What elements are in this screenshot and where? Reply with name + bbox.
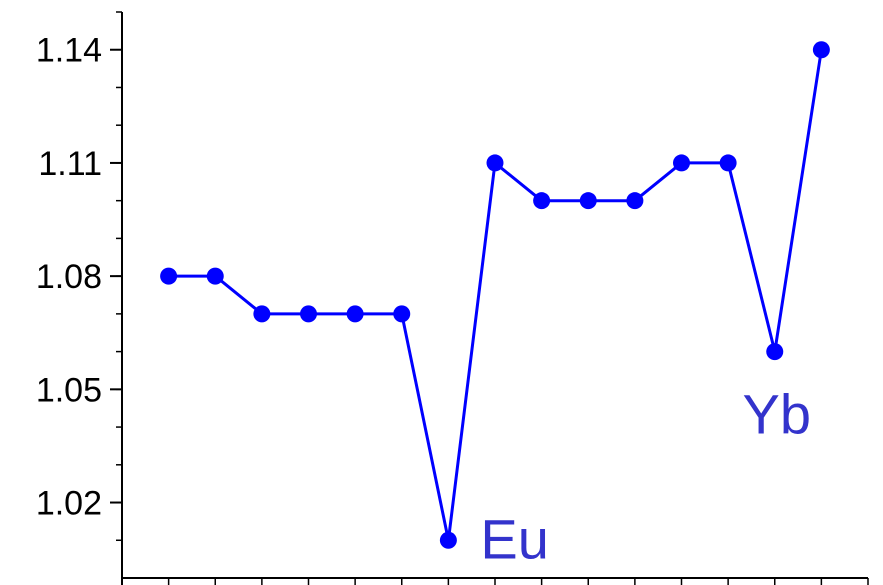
- data-point: [719, 154, 737, 172]
- data-point: [300, 305, 317, 323]
- annotation-label: Eu: [480, 507, 549, 570]
- series-line: [168, 49, 823, 542]
- x-ticks: [121, 578, 869, 585]
- data-point: [533, 192, 551, 210]
- series-group: [160, 41, 830, 549]
- data-point: [346, 305, 364, 323]
- y-tick-label: 1.05: [36, 371, 102, 409]
- y-tick-label: 1.14: [36, 32, 102, 70]
- y-tick-label: 1.11: [38, 145, 102, 183]
- data-point: [160, 267, 178, 285]
- data-point: [579, 192, 597, 210]
- data-point: [206, 267, 224, 285]
- data-point: [673, 154, 690, 172]
- data-point: [439, 531, 457, 549]
- annotations: Eu Yb: [480, 383, 811, 571]
- data-point: [766, 343, 784, 361]
- data-point: [626, 192, 644, 210]
- y-tick-label: 1.08: [36, 258, 102, 296]
- axes: [121, 12, 868, 585]
- y-ticks: 1.02 1.05 1.08 1.11 1.14: [36, 11, 122, 542]
- data-point: [486, 154, 504, 172]
- data-point: [393, 305, 411, 323]
- annotation-label: Yb: [743, 383, 812, 446]
- data-point: [253, 305, 271, 323]
- y-tick-label: 1.02: [36, 485, 102, 523]
- data-point: [812, 41, 830, 59]
